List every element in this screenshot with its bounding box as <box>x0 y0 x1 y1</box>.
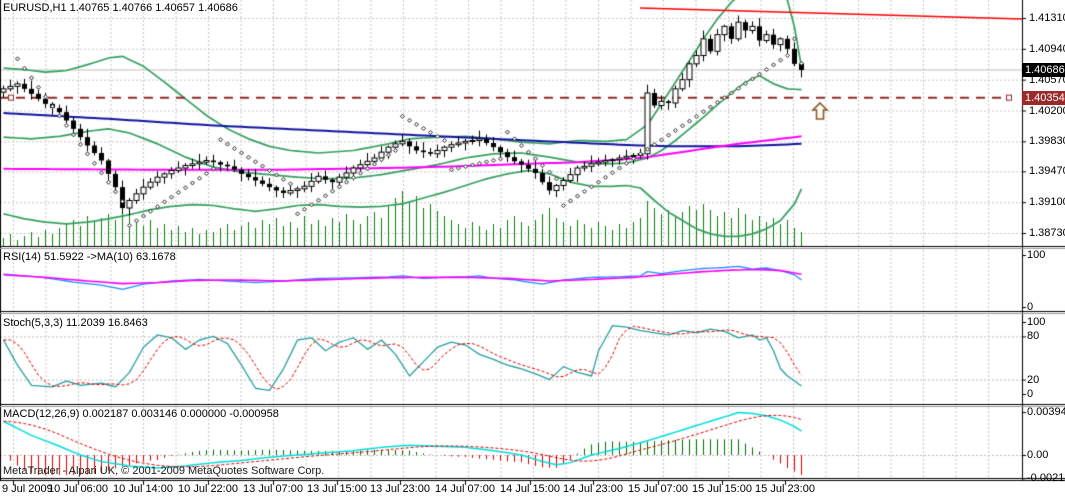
time-tick-label: 13 Jul 15:00 <box>307 483 367 495</box>
stoch-panel-label: Stoch(5,3,3) 11.2039 16.8463 <box>3 317 148 329</box>
chart-title: EURUSD,H1 1.40765 1.40766 1.40657 1.4068… <box>3 2 238 14</box>
price-tick-label: 1.41310 <box>1029 12 1065 24</box>
time-tick-label: 10 Jul 22:00 <box>178 483 238 495</box>
time-tick-label: 13 Jul 23:00 <box>370 483 430 495</box>
macd-scale-label: -0.00213 <box>1027 472 1065 484</box>
time-tick-label: 15 Jul 15:00 <box>692 483 752 495</box>
stoch-scale-label: 100 <box>1027 316 1046 328</box>
time-tick-label: 9 Jul 2009 <box>2 483 53 495</box>
rsi-scale-label: 0 <box>1027 301 1034 313</box>
time-tick-label: 14 Jul 23:00 <box>563 483 623 495</box>
time-tick-label: 10 Jul 14:00 <box>113 483 173 495</box>
price-tick-label: 1.40940 <box>1029 43 1065 55</box>
macd-scale-label: 0.00394 <box>1027 406 1065 418</box>
price-tick-label: 1.38730 <box>1029 227 1065 239</box>
rsi-panel-label: RSI(14) 51.5922 ->MA(10) 63.1678 <box>3 251 176 263</box>
price-tick-label: 1.40570 <box>1029 74 1065 86</box>
time-tick-label: 15 Jul 23:00 <box>755 483 815 495</box>
macd-scale-label: 0.00 <box>1027 449 1049 461</box>
stoch-scale-label: 0 <box>1027 388 1034 400</box>
current-price-box: 1.40686 <box>1022 63 1065 77</box>
time-tick-label: 14 Jul 07:00 <box>435 483 495 495</box>
price-tick-label: 1.39830 <box>1029 135 1065 147</box>
hline-price-box[interactable]: 1.40354 <box>1022 91 1065 105</box>
time-tick-label: 10 Jul 06:00 <box>48 483 108 495</box>
stoch-scale-label: 80 <box>1027 330 1040 342</box>
time-tick-label: 13 Jul 07:00 <box>243 483 303 495</box>
price-tick-label: 1.40200 <box>1029 105 1065 117</box>
time-tick-label: 14 Jul 15:00 <box>500 483 560 495</box>
copyright-watermark: MetaTrader - Alpari UK, © 2001-2009 Meta… <box>3 465 325 477</box>
rsi-scale-label: 100 <box>1027 249 1046 261</box>
macd-panel-label: MACD(12,26,9) 0.002187 0.003146 0.000000… <box>3 408 279 420</box>
price-tick-label: 1.39470 <box>1029 165 1065 177</box>
stoch-scale-label: 20 <box>1027 374 1040 386</box>
price-tick-label: 1.39100 <box>1029 196 1065 208</box>
time-tick-label: 15 Jul 07:00 <box>628 483 688 495</box>
